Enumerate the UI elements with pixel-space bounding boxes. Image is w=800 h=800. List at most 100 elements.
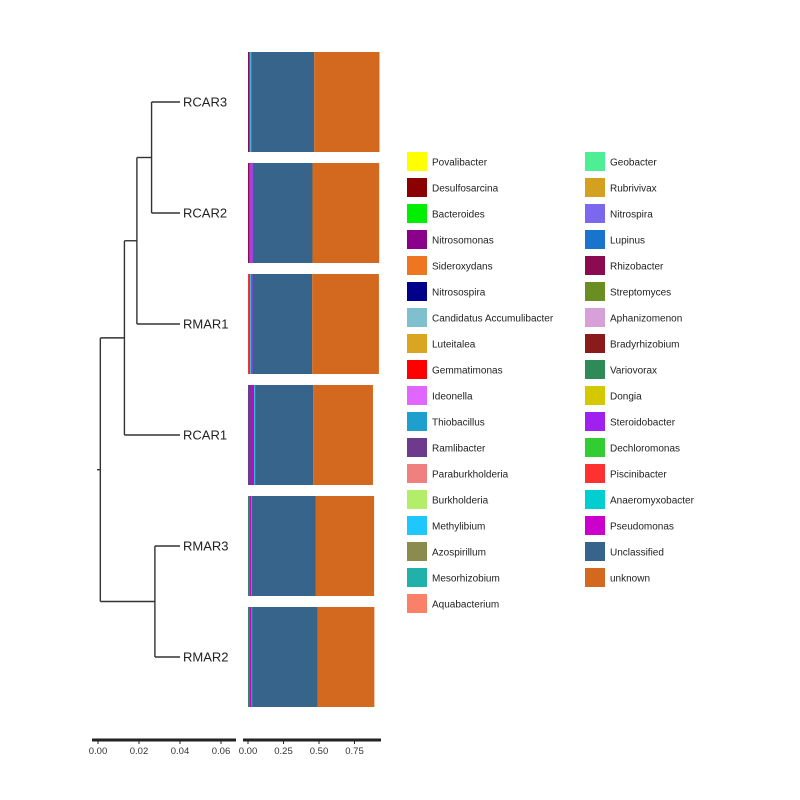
legend-label-candidatus-accumulibacter: Candidatus Accumulibacter bbox=[432, 314, 554, 325]
dendrogram-tick-label: 0.04 bbox=[171, 746, 190, 757]
dendrogram-tick-label: 0.02 bbox=[130, 746, 149, 757]
legend-swatch-bacteroides bbox=[407, 204, 427, 223]
legend-label-thiobacillus: Thiobacillus bbox=[432, 418, 485, 429]
bar-segment-rmar1-unclassified bbox=[252, 274, 313, 374]
legend-swatch-unknown bbox=[585, 568, 605, 587]
legend-label-lupinus: Lupinus bbox=[610, 236, 645, 247]
legend-swatch-candidatus-accumulibacter bbox=[407, 308, 427, 327]
bar-segment-rcar2-unknown bbox=[312, 163, 380, 263]
legend-swatch-methylibium bbox=[407, 516, 427, 535]
bar-segment-rmar3-unclassified bbox=[251, 496, 316, 596]
axes: 0.00 0.02 0.04 0.06 0.00 0.25 0.50 0.75 bbox=[89, 738, 381, 757]
bar-segment-rcar3-rhizobacter bbox=[248, 52, 250, 152]
bar-segment-rmar3-unknown bbox=[315, 496, 375, 596]
legend-label-bacteroides: Bacteroides bbox=[432, 210, 485, 221]
legend-label-povalibacter: Povalibacter bbox=[432, 158, 488, 169]
legend-label-desulfosarcina: Desulfosarcina bbox=[432, 184, 499, 195]
sample-label-rmar3: RMAR3 bbox=[183, 539, 229, 554]
bar-segment-rcar3-pseudomonas bbox=[249, 52, 251, 152]
legend-label-pseudomonas: Pseudomonas bbox=[610, 522, 674, 533]
bar-tick-label: 0.50 bbox=[310, 746, 329, 757]
legend-label-nitrosospira: Nitrosospira bbox=[432, 288, 486, 299]
legend-swatch-lupinus bbox=[585, 230, 605, 249]
legend-swatch-rhizobacter bbox=[585, 256, 605, 275]
legend-swatch-luteitalea bbox=[407, 334, 427, 353]
bar-segment-rcar1-ramlibacter bbox=[248, 385, 252, 485]
legend-swatch-paraburkholderia bbox=[407, 464, 427, 483]
bar-segment-rcar1-pseudomonas bbox=[251, 385, 255, 485]
bar-segment-rcar2-steroidobacter bbox=[251, 163, 253, 263]
bar-segment-rcar2-pseudomonas bbox=[249, 163, 251, 263]
bar-segment-rcar3-unclassified bbox=[251, 52, 315, 152]
legend-swatch-geobacter bbox=[585, 152, 605, 171]
bar-segment-rmar1-piscinibacter bbox=[248, 274, 250, 374]
sample-label-rmar2: RMAR2 bbox=[183, 650, 229, 665]
legend-label-unknown: unknown bbox=[610, 574, 650, 585]
bar-segment-rmar1-anaeromyxobacter bbox=[250, 274, 252, 374]
legend-label-gemmatimonas: Gemmatimonas bbox=[432, 366, 503, 377]
dendrogram-tick-label: 0.06 bbox=[212, 746, 231, 757]
bar-segment-rmar3-variovorax bbox=[248, 496, 250, 596]
legend-swatch-dongia bbox=[585, 386, 605, 405]
legend-swatch-streptomyces bbox=[585, 282, 605, 301]
legend-swatch-thiobacillus bbox=[407, 412, 427, 431]
legend-label-nitrosomonas: Nitrosomonas bbox=[432, 236, 494, 247]
legend-swatch-ramlibacter bbox=[407, 438, 427, 457]
legend-swatch-aquabacterium bbox=[407, 594, 427, 613]
legend-swatch-nitrosospira bbox=[407, 282, 427, 301]
legend-label-nitrospira: Nitrospira bbox=[610, 210, 653, 221]
legend-label-rhizobacter: Rhizobacter bbox=[610, 262, 664, 273]
bar-segment-rmar2-anaeromyxobacter bbox=[251, 607, 253, 707]
dendrogram-tick-label: 0.00 bbox=[89, 746, 108, 757]
legend-swatch-mesorhizobium bbox=[407, 568, 427, 587]
legend-label-sideroxydans: Sideroxydans bbox=[432, 262, 493, 273]
legend-label-methylibium: Methylibium bbox=[432, 522, 485, 533]
legend-label-mesorhizobium: Mesorhizobium bbox=[432, 574, 500, 585]
legend-swatch-steroidobacter bbox=[585, 412, 605, 431]
bar-segment-rmar2-unknown bbox=[317, 607, 375, 707]
legend-label-dongia: Dongia bbox=[610, 392, 642, 403]
bar-tick-label: 0.75 bbox=[345, 746, 364, 757]
legend-swatch-bradyrhizobium bbox=[585, 334, 605, 353]
stacked-bars bbox=[248, 52, 380, 707]
bar-segment-rcar3-unknown bbox=[314, 52, 380, 152]
bar-tick-label: 0.00 bbox=[239, 746, 258, 757]
legend-swatch-nitrosomonas bbox=[407, 230, 427, 249]
legend: Povalibacter Desulfosarcina Bacteroides Nit… bbox=[407, 152, 695, 613]
sample-label-rcar2: RCAR2 bbox=[183, 206, 227, 221]
legend-label-steroidobacter: Steroidobacter bbox=[610, 418, 676, 429]
legend-swatch-azospirillum bbox=[407, 542, 427, 561]
bar-segment-rmar1-unknown bbox=[312, 274, 379, 374]
legend-swatch-ideonella bbox=[407, 386, 427, 405]
dendrogram: RCAR3 RCAR2 RMAR1 RCAR1 RMAR3 RMAR2 bbox=[97, 95, 229, 665]
legend-label-dechloromonas: Dechloromonas bbox=[610, 444, 680, 455]
legend-label-piscinibacter: Piscinibacter bbox=[610, 470, 667, 481]
bar-segment-rcar1-unknown bbox=[313, 385, 373, 485]
legend-label-luteitalea: Luteitalea bbox=[432, 340, 476, 351]
legend-label-aquabacterium: Aquabacterium bbox=[432, 600, 499, 611]
legend-swatch-povalibacter bbox=[407, 152, 427, 171]
legend-label-unclassified: Unclassified bbox=[610, 548, 664, 559]
bar-segment-rmar1-steroidobacter bbox=[251, 274, 253, 374]
legend-label-bradyrhizobium: Bradyrhizobium bbox=[610, 340, 679, 351]
legend-label-ideonella: Ideonella bbox=[432, 392, 473, 403]
legend-label-aphanizomenon: Aphanizomenon bbox=[610, 314, 682, 325]
legend-label-ramlibacter: Ramlibacter bbox=[432, 444, 486, 455]
legend-swatch-gemmatimonas bbox=[407, 360, 427, 379]
bar-segment-rcar2-unclassified bbox=[252, 163, 313, 263]
bar-segment-rmar2-pseudomonas bbox=[249, 607, 252, 707]
legend-swatch-variovorax bbox=[585, 360, 605, 379]
legend-swatch-desulfosarcina bbox=[407, 178, 427, 197]
legend-label-anaeromyxobacter: Anaeromyxobacter bbox=[610, 496, 695, 507]
bar-segment-rmar3-pseudomonas bbox=[249, 496, 252, 596]
bar-segment-rmar2-unclassified bbox=[252, 607, 318, 707]
legend-swatch-anaeromyxobacter bbox=[585, 490, 605, 509]
legend-swatch-piscinibacter bbox=[585, 464, 605, 483]
legend-swatch-burkholderia bbox=[407, 490, 427, 509]
bar-segment-rcar2-anaeromyxobacter bbox=[250, 163, 252, 263]
bar-segment-rcar3-steroidobacter bbox=[251, 52, 252, 152]
legend-label-variovorax: Variovorax bbox=[610, 366, 657, 377]
sample-label-rmar1: RMAR1 bbox=[183, 317, 229, 332]
bar-segment-rmar2-variovorax bbox=[248, 607, 250, 707]
